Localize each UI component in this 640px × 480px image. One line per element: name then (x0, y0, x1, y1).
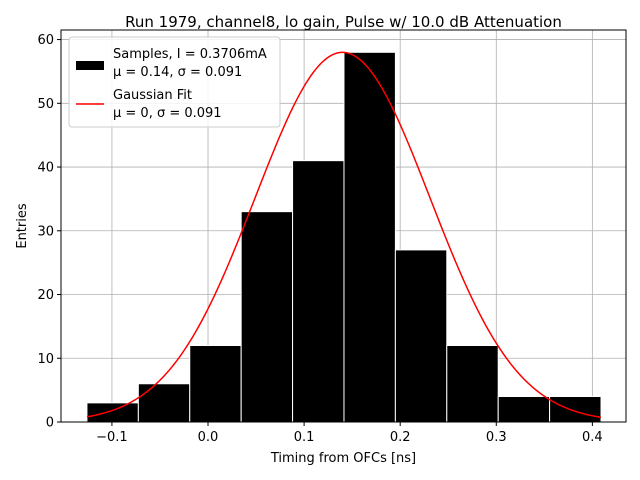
histogram-bar (137, 383, 191, 423)
y-tick-label: 60 (37, 33, 54, 48)
gaussian-fit-line (86, 51, 602, 419)
histogram-bar (549, 396, 602, 423)
chart-title: Run 1979, channel8, lo gain, Pulse w/ 10… (125, 13, 562, 31)
x-tick-label: 0.3 (486, 430, 507, 445)
x-tick-label: 0.1 (294, 430, 315, 445)
x-tick-label: 0.4 (582, 430, 603, 445)
axis-ticks: −0.1 0.0 0.1 0.2 0.3 0.4 0 10 20 30 40 50 60 (37, 33, 602, 445)
histogram-bars (86, 51, 602, 423)
histogram-bar (394, 249, 448, 423)
histogram-bar (292, 160, 345, 423)
histogram-bar (343, 51, 396, 423)
legend-samples-swatch (76, 61, 104, 70)
legend-fit-stats: μ = 0, σ = 0.091 (113, 106, 222, 121)
y-tick-label: 30 (37, 224, 54, 239)
y-tick-label: 20 (37, 288, 54, 303)
histogram-bar (497, 396, 551, 423)
x-tick-label: 0.0 (198, 430, 219, 445)
y-axis-label: Entries (15, 203, 30, 249)
y-tick-label: 0 (46, 416, 54, 431)
legend-samples-label: Samples, I = 0.3706mA (113, 47, 267, 62)
histogram-bar (240, 211, 294, 423)
legend-fit-label: Gaussian Fit (113, 88, 192, 103)
y-tick-label: 50 (37, 97, 54, 112)
plot-frame (60, 29, 627, 423)
legend: Samples, I = 0.3706mA μ = 0.14, σ = 0.09… (68, 36, 281, 128)
y-tick-label: 10 (37, 352, 54, 367)
y-tick-label: 40 (37, 161, 54, 176)
x-axis-label: Timing from OFCs [ns] (270, 451, 416, 466)
legend-box (68, 36, 281, 128)
legend-samples-stats: μ = 0.14, σ = 0.091 (113, 65, 242, 80)
x-tick-label: 0.2 (390, 430, 411, 445)
x-tick-label: −0.1 (96, 430, 128, 445)
histogram-bar (86, 402, 139, 423)
histogram-bar (446, 345, 499, 423)
histogram-bar (189, 345, 242, 423)
